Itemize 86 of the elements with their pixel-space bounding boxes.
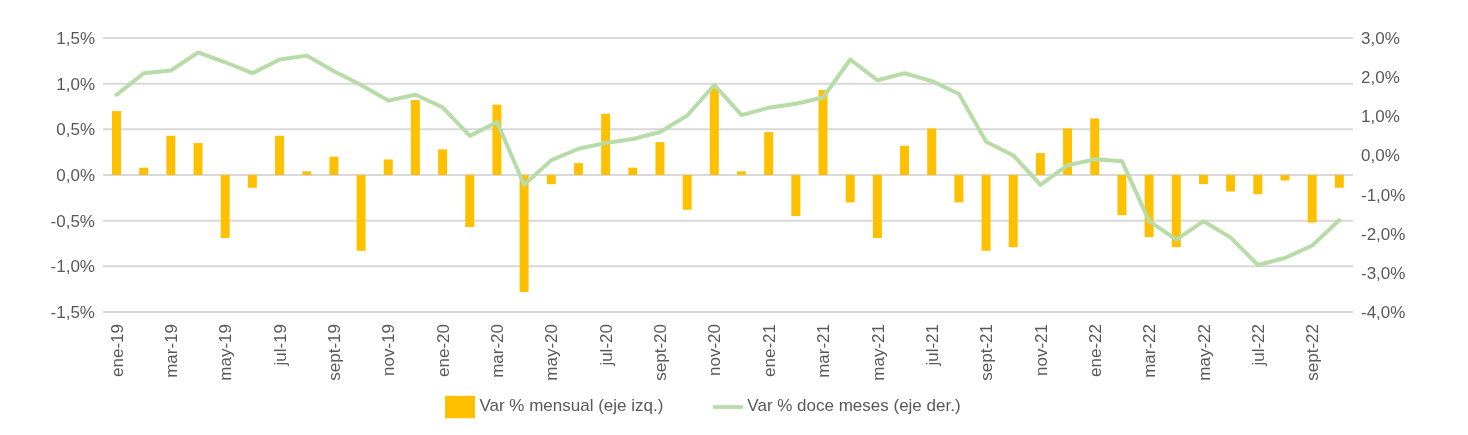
x-tick-label: sept-21 (977, 324, 997, 381)
bar (954, 175, 964, 203)
y2-tick-label: -4,0% (1361, 303, 1406, 323)
x-tick-label: jul-21 (922, 324, 942, 367)
bar (737, 171, 746, 175)
bar (492, 104, 502, 175)
y-tick-label: -1,0% (50, 257, 95, 277)
bar (872, 175, 882, 239)
bar (818, 90, 828, 175)
bar (1253, 175, 1263, 195)
x-tick-label: jul-19 (270, 324, 290, 367)
y2-tick-label: 2,0% (1361, 68, 1400, 88)
x-tick-label: may-20 (542, 324, 562, 381)
legend-label: Var % doce meses (eje der.) (747, 396, 961, 416)
y-tick-label: 0,5% (56, 120, 95, 140)
line-series (114, 50, 1342, 268)
bar (193, 143, 203, 175)
bar (546, 175, 556, 185)
bar (601, 113, 611, 175)
bar (655, 142, 665, 175)
bar (1063, 128, 1073, 175)
bar (1198, 175, 1208, 185)
bar (302, 171, 312, 175)
bar (247, 175, 257, 188)
bar (465, 175, 475, 228)
y-tick-label: -0,5% (50, 211, 95, 231)
bar (1117, 175, 1127, 216)
bar (709, 87, 719, 175)
y-tick-label: 1,5% (56, 29, 95, 49)
bar (981, 175, 991, 251)
y-tick-label: 0,0% (56, 166, 95, 186)
x-tick-label: ene-22 (1085, 324, 1105, 377)
bar (139, 167, 149, 175)
y2-tick-label: -1,0% (1361, 185, 1406, 205)
bar (628, 167, 638, 175)
bar (1090, 118, 1100, 175)
y-tick-label: 1,0% (56, 74, 95, 94)
y2-tick-label: 3,0% (1361, 29, 1400, 49)
bar (927, 128, 937, 175)
x-tick-label: sept-20 (651, 324, 671, 381)
bar (519, 175, 529, 292)
x-tick-label: ene-19 (107, 324, 127, 377)
bar (1307, 175, 1317, 223)
x-tick-label: mar-19 (162, 324, 181, 378)
bar (166, 135, 176, 175)
y2-tick-label: 0,0% (1361, 146, 1400, 166)
x-tick-label: may-21 (868, 324, 888, 381)
bar (356, 175, 366, 251)
bar (1226, 175, 1236, 192)
x-tick-label: mar-21 (814, 324, 834, 378)
x-tick-label: nov-20 (705, 324, 725, 376)
bar (573, 163, 583, 175)
x-tick-label: jul-20 (596, 324, 616, 367)
y2-tick-label: 1,0% (1361, 107, 1400, 127)
x-tick-label: mar-20 (488, 324, 508, 378)
bar (1334, 175, 1344, 188)
bar (112, 111, 121, 175)
bar (329, 156, 339, 175)
x-tick-label: sept-22 (1303, 324, 1323, 381)
bar (275, 135, 285, 175)
bar (1035, 153, 1045, 175)
bar (438, 149, 448, 175)
x-tick-label: ene-20 (433, 324, 453, 377)
x-tick-label: sept-19 (325, 324, 345, 381)
y-tick-label: -1,5% (50, 303, 95, 323)
bar (1280, 175, 1290, 181)
bar (410, 100, 420, 175)
bar (1171, 175, 1181, 248)
bar (220, 175, 230, 239)
x-tick-label: may-22 (1194, 324, 1214, 381)
legend-label: Var % mensual (eje izq.) (479, 396, 664, 416)
bar (383, 159, 393, 175)
x-tick-label: nov-21 (1031, 324, 1051, 376)
y2-tick-label: -3,0% (1361, 263, 1406, 283)
x-tick-label: jul-22 (1248, 324, 1268, 367)
x-tick-label: may-19 (216, 324, 236, 381)
bar (682, 175, 692, 210)
bar (845, 175, 855, 203)
bar (764, 132, 774, 175)
y2-tick-label: -2,0% (1361, 224, 1406, 244)
bar (791, 175, 801, 217)
bar (1008, 175, 1018, 248)
x-tick-label: mar-22 (1140, 324, 1160, 378)
x-tick-label: nov-19 (379, 324, 399, 376)
x-tick-label: ene-21 (759, 324, 779, 377)
bar (900, 145, 910, 175)
